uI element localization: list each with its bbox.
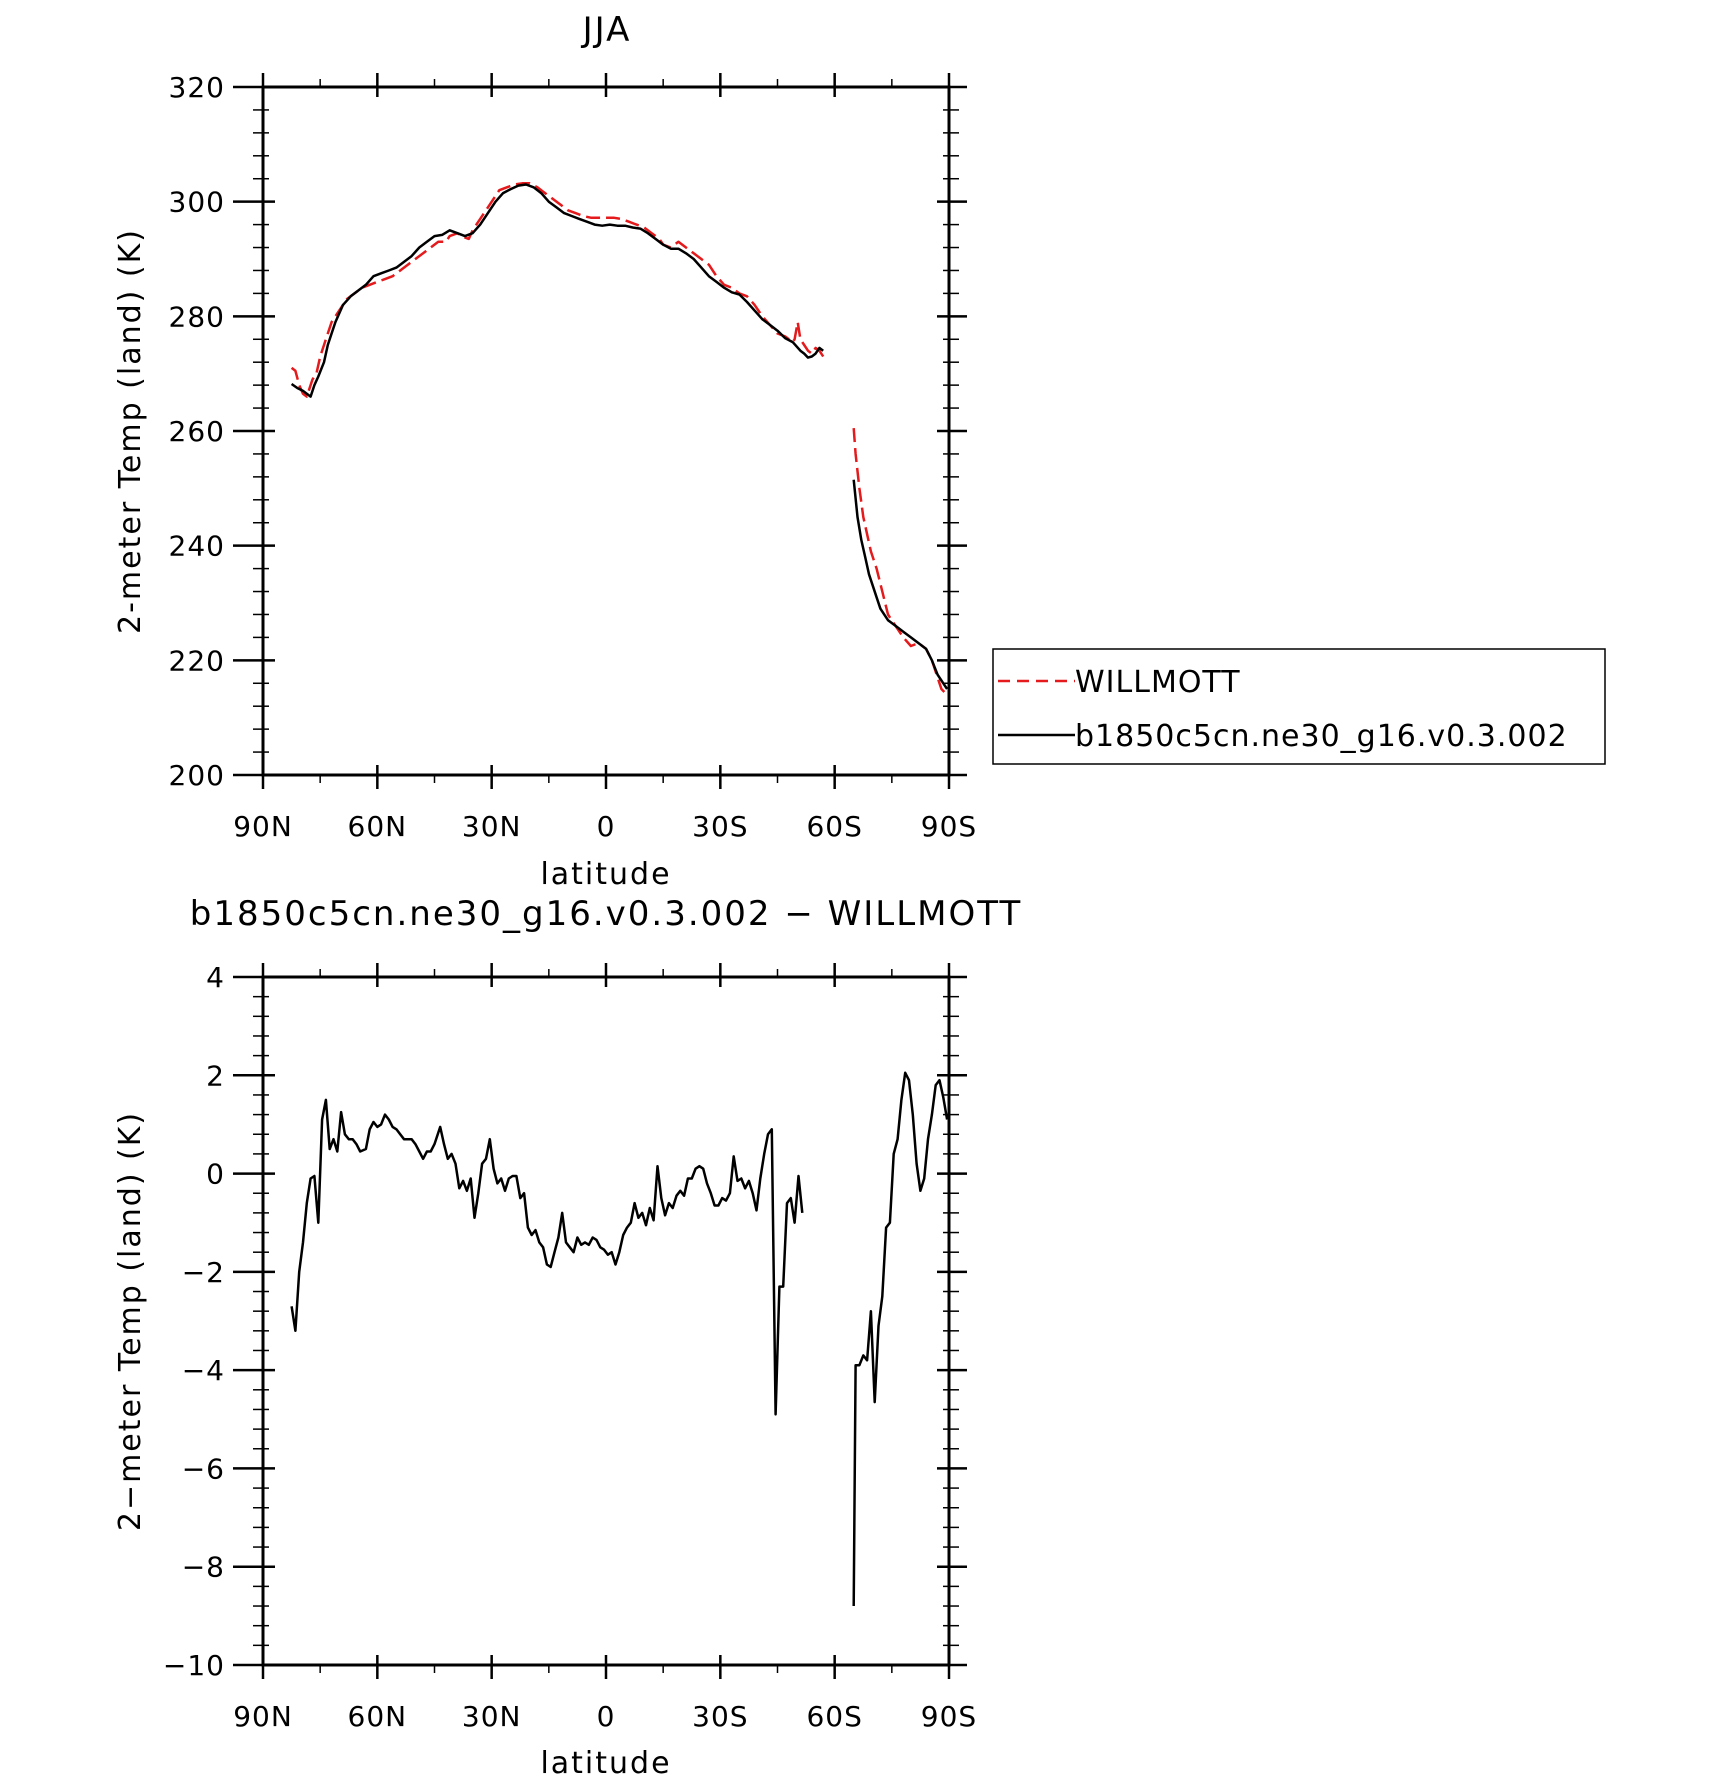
bottom-x-tick-label: 30N bbox=[462, 1700, 522, 1733]
bottom-x-tick-label: 30S bbox=[692, 1700, 748, 1733]
bottom-y-tick-label: 4 bbox=[206, 961, 225, 994]
top-y-tick-label: 300 bbox=[169, 186, 225, 219]
bottom-y-tick-label: −10 bbox=[163, 1649, 225, 1682]
bottom-x-tick-label: 90N bbox=[233, 1700, 293, 1733]
bottom-y-tick-label: −4 bbox=[182, 1354, 225, 1387]
top-x-tick-label: 90S bbox=[921, 810, 977, 843]
top-x-tick-label: 30S bbox=[692, 810, 748, 843]
bottom-x-tick-label: 90S bbox=[921, 1700, 977, 1733]
top-y-axis-label: 2-meter Temp (land) (K) bbox=[113, 228, 148, 634]
top-y-tick-label: 280 bbox=[169, 300, 225, 333]
top-y-tick-label: 200 bbox=[169, 759, 225, 792]
bottom-y-tick-label: 0 bbox=[206, 1158, 225, 1191]
bottom-x-tick-label: 0 bbox=[597, 1700, 616, 1733]
top-y-tick-label: 320 bbox=[169, 71, 225, 104]
top-series-1-line bbox=[290, 183, 824, 398]
top-y-tick-label: 240 bbox=[169, 530, 225, 563]
bottom-x-tick-label: 60N bbox=[348, 1700, 408, 1733]
top-x-tick-label: 60S bbox=[806, 810, 862, 843]
bottom-chart-title: b1850c5cn.ne30_g16.v0.3.002 − WILLMOTT bbox=[190, 894, 1022, 934]
legend-label-model: b1850c5cn.ne30_g16.v0.3.002 bbox=[1075, 719, 1568, 754]
bottom-x-tick-label: 60S bbox=[806, 1700, 862, 1733]
bottom-panel: b1850c5cn.ne30_g16.v0.3.002 − WILLMOTT 9… bbox=[113, 894, 1022, 1777]
top-x-tick-label: 90N bbox=[233, 810, 293, 843]
legend: WILLMOTT b1850c5cn.ne30_g16.v0.3.002 bbox=[992, 648, 1606, 765]
legend-label-willmott: WILLMOTT bbox=[1075, 665, 1241, 700]
top-panel: JJA 90N 60N 30N 0 30S 60S 90S 200 220 240 260 280 30… bbox=[113, 10, 977, 892]
top-x-tick-label: 30N bbox=[462, 810, 522, 843]
top-chart-title: JJA bbox=[581, 10, 632, 50]
top-series-1-line bbox=[852, 479, 949, 690]
bottom-y-tick-label: −8 bbox=[182, 1551, 225, 1584]
bottom-y-axis-label: 2−meter Temp (land) (K) bbox=[113, 1111, 148, 1531]
top-x-tick-label: 60N bbox=[348, 810, 408, 843]
top-series-0-line bbox=[290, 182, 825, 398]
top-y-tick-label: 260 bbox=[169, 415, 225, 448]
bottom-plot-frame bbox=[261, 975, 951, 1667]
bottom-series-0-line bbox=[290, 1098, 804, 1416]
top-plot-frame bbox=[261, 85, 951, 777]
top-x-tick-label: 0 bbox=[597, 810, 616, 843]
bottom-series-0-line bbox=[852, 1071, 949, 1607]
legend-box bbox=[992, 648, 1606, 765]
top-series-0-line bbox=[852, 428, 948, 696]
bottom-y-tick-label: 2 bbox=[206, 1059, 225, 1092]
bottom-y-tick-label: −2 bbox=[182, 1256, 225, 1289]
bottom-y-tick-label: −6 bbox=[182, 1452, 225, 1485]
top-x-axis-label: latitude bbox=[540, 857, 671, 892]
top-y-tick-label: 220 bbox=[169, 644, 225, 677]
bottom-x-axis-label: latitude bbox=[540, 1746, 671, 1777]
